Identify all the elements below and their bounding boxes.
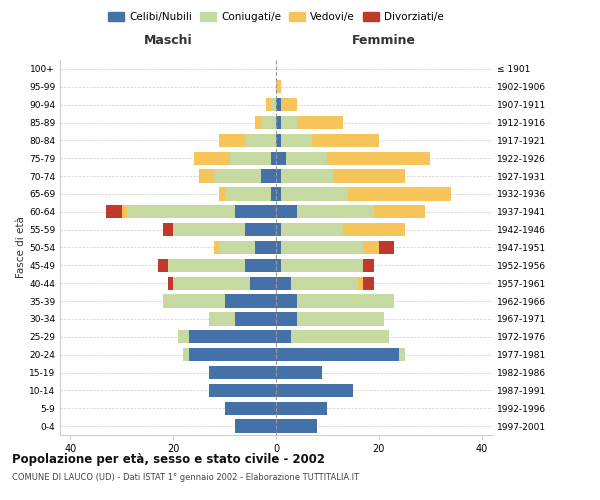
Bar <box>276 80 281 94</box>
Bar <box>276 294 296 308</box>
Bar <box>224 402 276 415</box>
Bar <box>276 223 281 236</box>
Bar <box>296 116 343 129</box>
Bar <box>173 223 245 236</box>
Bar <box>256 116 260 129</box>
Bar <box>332 170 404 183</box>
Bar <box>220 134 245 147</box>
Bar <box>188 330 276 344</box>
Bar <box>276 348 400 362</box>
Bar <box>163 223 173 236</box>
Bar <box>276 205 296 218</box>
Bar <box>276 312 296 326</box>
Bar <box>214 170 260 183</box>
Bar <box>209 384 276 397</box>
Bar <box>276 402 328 415</box>
Bar <box>276 134 281 147</box>
Bar <box>260 170 276 183</box>
Bar <box>343 223 404 236</box>
Bar <box>296 294 394 308</box>
Bar <box>276 98 281 112</box>
Bar <box>245 134 276 147</box>
Bar <box>281 187 348 200</box>
Bar <box>281 98 296 112</box>
Bar <box>276 420 317 433</box>
Bar <box>224 187 271 200</box>
Bar <box>276 366 322 379</box>
Bar <box>199 170 214 183</box>
Text: Popolazione per età, sesso e stato civile - 2002: Popolazione per età, sesso e stato civil… <box>12 452 325 466</box>
Bar <box>292 276 358 290</box>
Bar <box>276 187 281 200</box>
Bar <box>194 152 230 165</box>
Bar <box>374 205 425 218</box>
Bar <box>364 258 374 272</box>
Bar <box>163 294 224 308</box>
Bar <box>158 258 168 272</box>
Bar <box>235 312 276 326</box>
Bar <box>292 330 389 344</box>
Bar <box>379 241 394 254</box>
Bar <box>348 187 451 200</box>
Y-axis label: Fasce di età: Fasce di età <box>16 216 26 278</box>
Bar <box>312 134 379 147</box>
Bar <box>281 134 312 147</box>
Text: Femmine: Femmine <box>352 34 416 48</box>
Bar <box>276 152 286 165</box>
Bar <box>168 258 245 272</box>
Bar <box>328 152 430 165</box>
Bar <box>281 241 364 254</box>
Bar <box>256 241 276 254</box>
Bar <box>260 116 276 129</box>
Bar <box>296 205 374 218</box>
Bar <box>220 187 224 200</box>
Bar <box>224 294 276 308</box>
Bar <box>184 348 188 362</box>
Bar <box>276 384 353 397</box>
Bar <box>188 348 276 362</box>
Bar <box>364 241 379 254</box>
Bar <box>271 98 276 112</box>
Bar <box>400 348 404 362</box>
Bar <box>235 420 276 433</box>
Bar <box>276 241 281 254</box>
Bar <box>296 312 384 326</box>
Bar <box>173 276 250 290</box>
Bar <box>245 258 276 272</box>
Bar <box>209 366 276 379</box>
Bar <box>358 276 364 290</box>
Bar <box>127 205 235 218</box>
Bar <box>276 116 281 129</box>
Bar <box>271 187 276 200</box>
Bar <box>281 116 296 129</box>
Text: COMUNE DI LAUCO (UD) - Dati ISTAT 1° gennaio 2002 - Elaborazione TUTTITALIA.IT: COMUNE DI LAUCO (UD) - Dati ISTAT 1° gen… <box>12 472 359 482</box>
Bar <box>168 276 173 290</box>
Bar <box>122 205 127 218</box>
Bar <box>214 241 220 254</box>
Legend: Celibi/Nubili, Coniugati/e, Vedovi/e, Divorziati/e: Celibi/Nubili, Coniugati/e, Vedovi/e, Di… <box>104 8 448 26</box>
Bar <box>276 258 281 272</box>
Bar <box>235 205 276 218</box>
Bar <box>266 98 271 112</box>
Bar <box>271 152 276 165</box>
Bar <box>230 152 271 165</box>
Bar <box>250 276 276 290</box>
Bar <box>106 205 122 218</box>
Bar <box>209 312 235 326</box>
Bar <box>178 330 188 344</box>
Bar <box>364 276 374 290</box>
Bar <box>286 152 328 165</box>
Bar <box>245 223 276 236</box>
Bar <box>281 258 364 272</box>
Bar <box>281 223 343 236</box>
Text: Maschi: Maschi <box>143 34 193 48</box>
Bar <box>281 170 332 183</box>
Bar <box>220 241 256 254</box>
Bar <box>276 330 292 344</box>
Bar <box>276 276 292 290</box>
Bar <box>276 170 281 183</box>
